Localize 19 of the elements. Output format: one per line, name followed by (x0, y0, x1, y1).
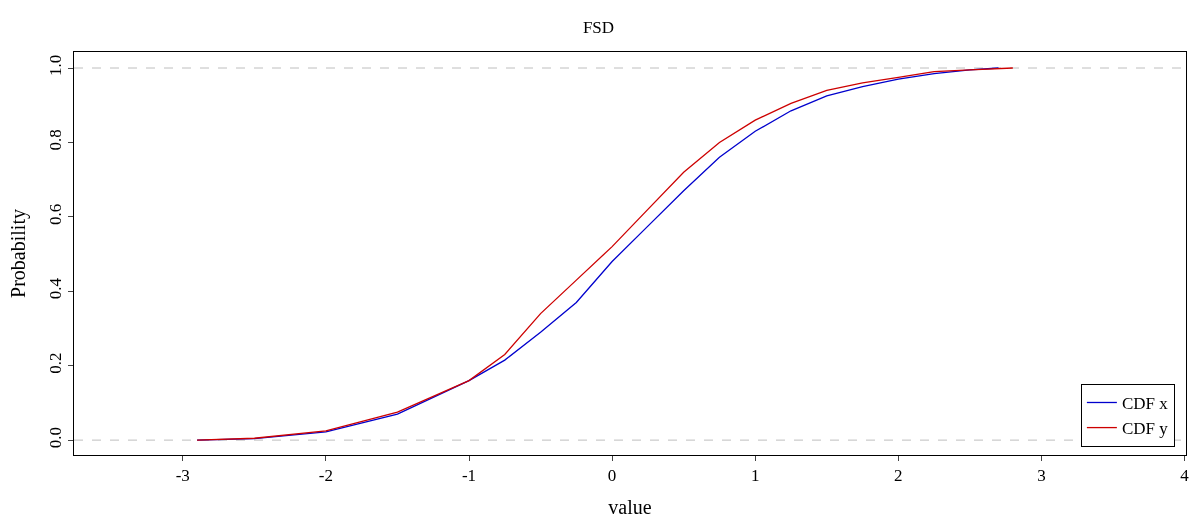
x-tick-label: 0 (607, 466, 617, 486)
x-tick-label: -3 (175, 466, 190, 486)
y-axis-title: Probability (6, 209, 30, 298)
x-tick-label: 3 (1037, 466, 1046, 486)
x-tick-label: 2 (894, 466, 903, 486)
legend-label: CDF x (1121, 394, 1169, 414)
x-tick-label: -1 (461, 466, 477, 486)
y-tick-label: 0.4 (46, 277, 66, 300)
y-tick-label: 0.0 (46, 426, 66, 449)
y-tick-label: 1.0 (46, 54, 66, 77)
x-tick-label: 1 (750, 466, 760, 486)
x-axis-title: value (608, 495, 652, 518)
y-tick-label: 0.8 (46, 129, 66, 151)
legend-label: CDF y (1121, 419, 1169, 439)
y-tick-label: 0.6 (46, 203, 66, 225)
x-tick-label: -2 (318, 466, 333, 486)
y-tick-label: 0.2 (46, 352, 66, 374)
x-tick-label: 4 (1180, 466, 1190, 486)
chart-title: FSD (582, 18, 615, 38)
